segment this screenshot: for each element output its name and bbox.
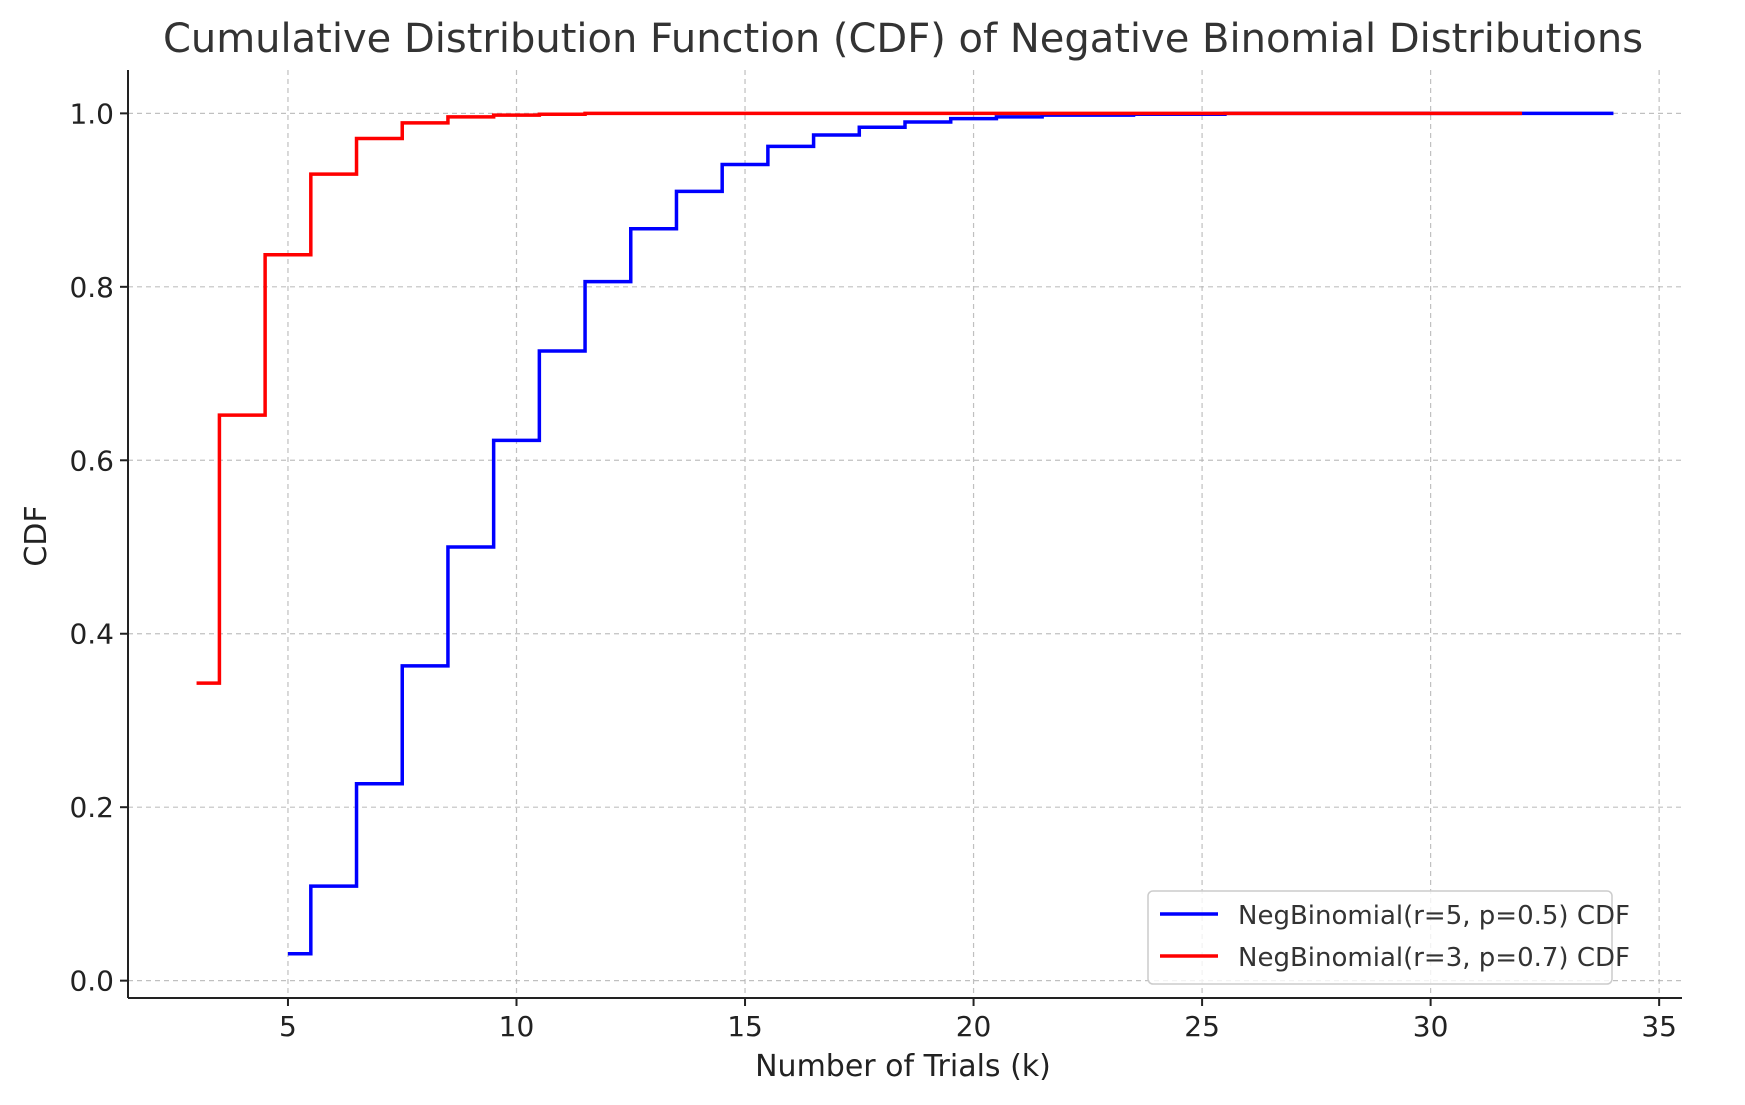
y-tick-label: 0.0 [69,965,114,998]
y-tick-label: 0.8 [69,271,114,304]
x-tick-label: 10 [499,1010,535,1043]
legend-box [1147,890,1613,985]
x-tick-label: 25 [1184,1010,1220,1043]
series-lines [196,111,1614,956]
axes [120,70,1682,1006]
y-tick-label: 0.4 [69,618,114,651]
y-tick-label: 0.2 [69,791,114,824]
legend-label-blue: NegBinomial(r=5, p=0.5) CDF [1238,901,1630,931]
y-tick-label: 0.6 [69,444,114,477]
series-line-red [196,111,1523,685]
x-tick-label: 30 [1413,1010,1449,1043]
x-tick-label: 20 [956,1010,992,1043]
legend-label-red: NegBinomial(r=3, p=0.7) CDF [1238,943,1630,973]
tick-labels: 5 10 15 20 25 30 35 0.0 0.2 0.4 0.6 0.8 1.0 [69,97,1676,1043]
x-axis-label: Number of Trials (k) [755,1049,1051,1084]
chart-title: Cumulative Distribution Function (CDF) o… [163,16,1643,62]
x-tick-label: 35 [1641,1010,1677,1043]
x-tick-label: 15 [727,1010,763,1043]
y-axis-label: CDF [19,505,54,566]
x-tick-label: 5 [279,1010,297,1043]
legend: NegBinomial(r=5, p=0.5) CDF NegBinomial(… [1147,890,1630,985]
y-tick-label: 1.0 [69,97,114,130]
